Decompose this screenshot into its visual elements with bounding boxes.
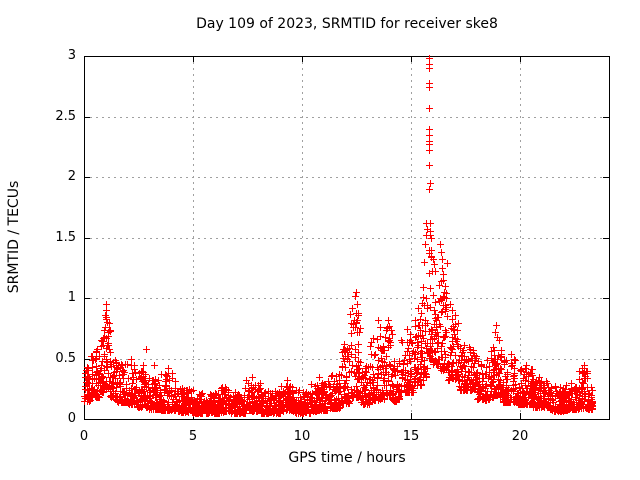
y-tick-label: 1 (67, 290, 76, 305)
scatter-plus-markers (81, 55, 596, 417)
y-tick-label: 0.5 (55, 351, 76, 366)
x-tick-label: 10 (293, 429, 311, 444)
y-tick-label: 0 (67, 411, 76, 426)
y-axis-label: SRMTID / TECUs (6, 180, 22, 294)
y-tick-label: 1.5 (55, 230, 76, 245)
y-tick-label: 3 (67, 48, 76, 63)
x-tick-label: 20 (511, 429, 529, 444)
chart-title: Day 109 of 2023, SRMTID for receiver ske… (196, 16, 498, 32)
x-tick-label: 5 (188, 429, 198, 444)
x-tick-label: 15 (402, 429, 420, 444)
tick-marks (84, 56, 609, 420)
x-axis-label: GPS time / hours (288, 450, 406, 466)
y-tick-label: 2.5 (55, 109, 76, 124)
y-tick-label: 2 (67, 169, 76, 184)
x-tick-label: 0 (79, 429, 89, 444)
